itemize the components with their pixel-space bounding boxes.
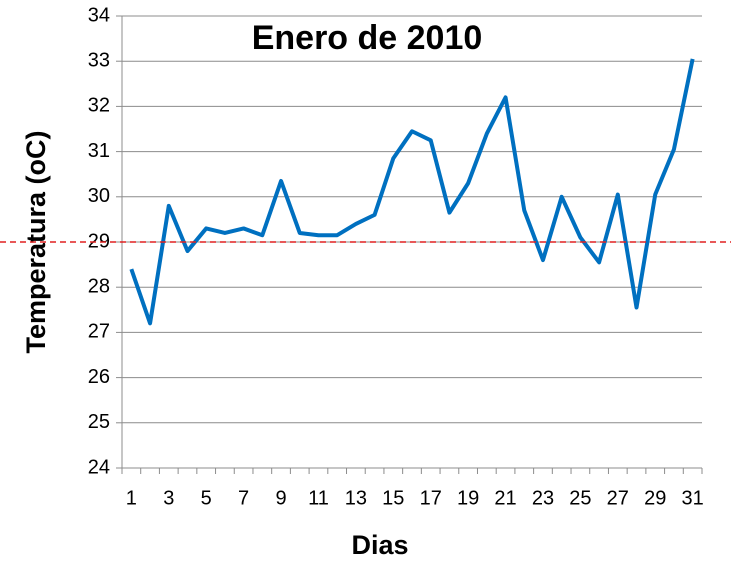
x-tick-label: 27 bbox=[607, 487, 629, 509]
y-tick-label: 29 bbox=[88, 230, 110, 252]
y-tick-label: 31 bbox=[88, 140, 110, 162]
y-tick-label: 30 bbox=[88, 185, 110, 207]
x-tick-label: 23 bbox=[532, 487, 554, 509]
y-tick-label: 34 bbox=[88, 4, 110, 26]
x-tick-label: 3 bbox=[163, 487, 174, 509]
x-tick-label: 29 bbox=[644, 487, 666, 509]
y-tick-label: 24 bbox=[88, 456, 110, 478]
x-tick-label: 31 bbox=[682, 487, 704, 509]
x-tick-label: 17 bbox=[420, 487, 442, 509]
y-tick-label: 28 bbox=[88, 275, 110, 297]
y-tick-label: 27 bbox=[88, 321, 110, 343]
x-tick-label: 9 bbox=[275, 487, 286, 509]
x-tick-label: 5 bbox=[201, 487, 212, 509]
x-tick-label: 21 bbox=[494, 487, 516, 509]
y-tick-label: 26 bbox=[88, 366, 110, 388]
y-tick-label: 32 bbox=[88, 95, 110, 117]
x-tick-label: 13 bbox=[345, 487, 367, 509]
x-tick-label: 1 bbox=[126, 487, 137, 509]
y-tick-label: 25 bbox=[88, 411, 110, 433]
x-tick-label: 19 bbox=[457, 487, 479, 509]
x-tick-label: 15 bbox=[382, 487, 404, 509]
x-axis-label: Dias bbox=[351, 530, 408, 560]
x-tick-label: 25 bbox=[569, 487, 591, 509]
chart-title: Enero de 2010 bbox=[252, 19, 483, 57]
y-axis-label: Temperatura (oC) bbox=[21, 130, 51, 353]
data-line bbox=[129, 58, 695, 326]
y-tick-label: 33 bbox=[88, 49, 110, 71]
x-tick-label: 11 bbox=[308, 487, 329, 509]
x-tick-label: 7 bbox=[238, 487, 249, 509]
